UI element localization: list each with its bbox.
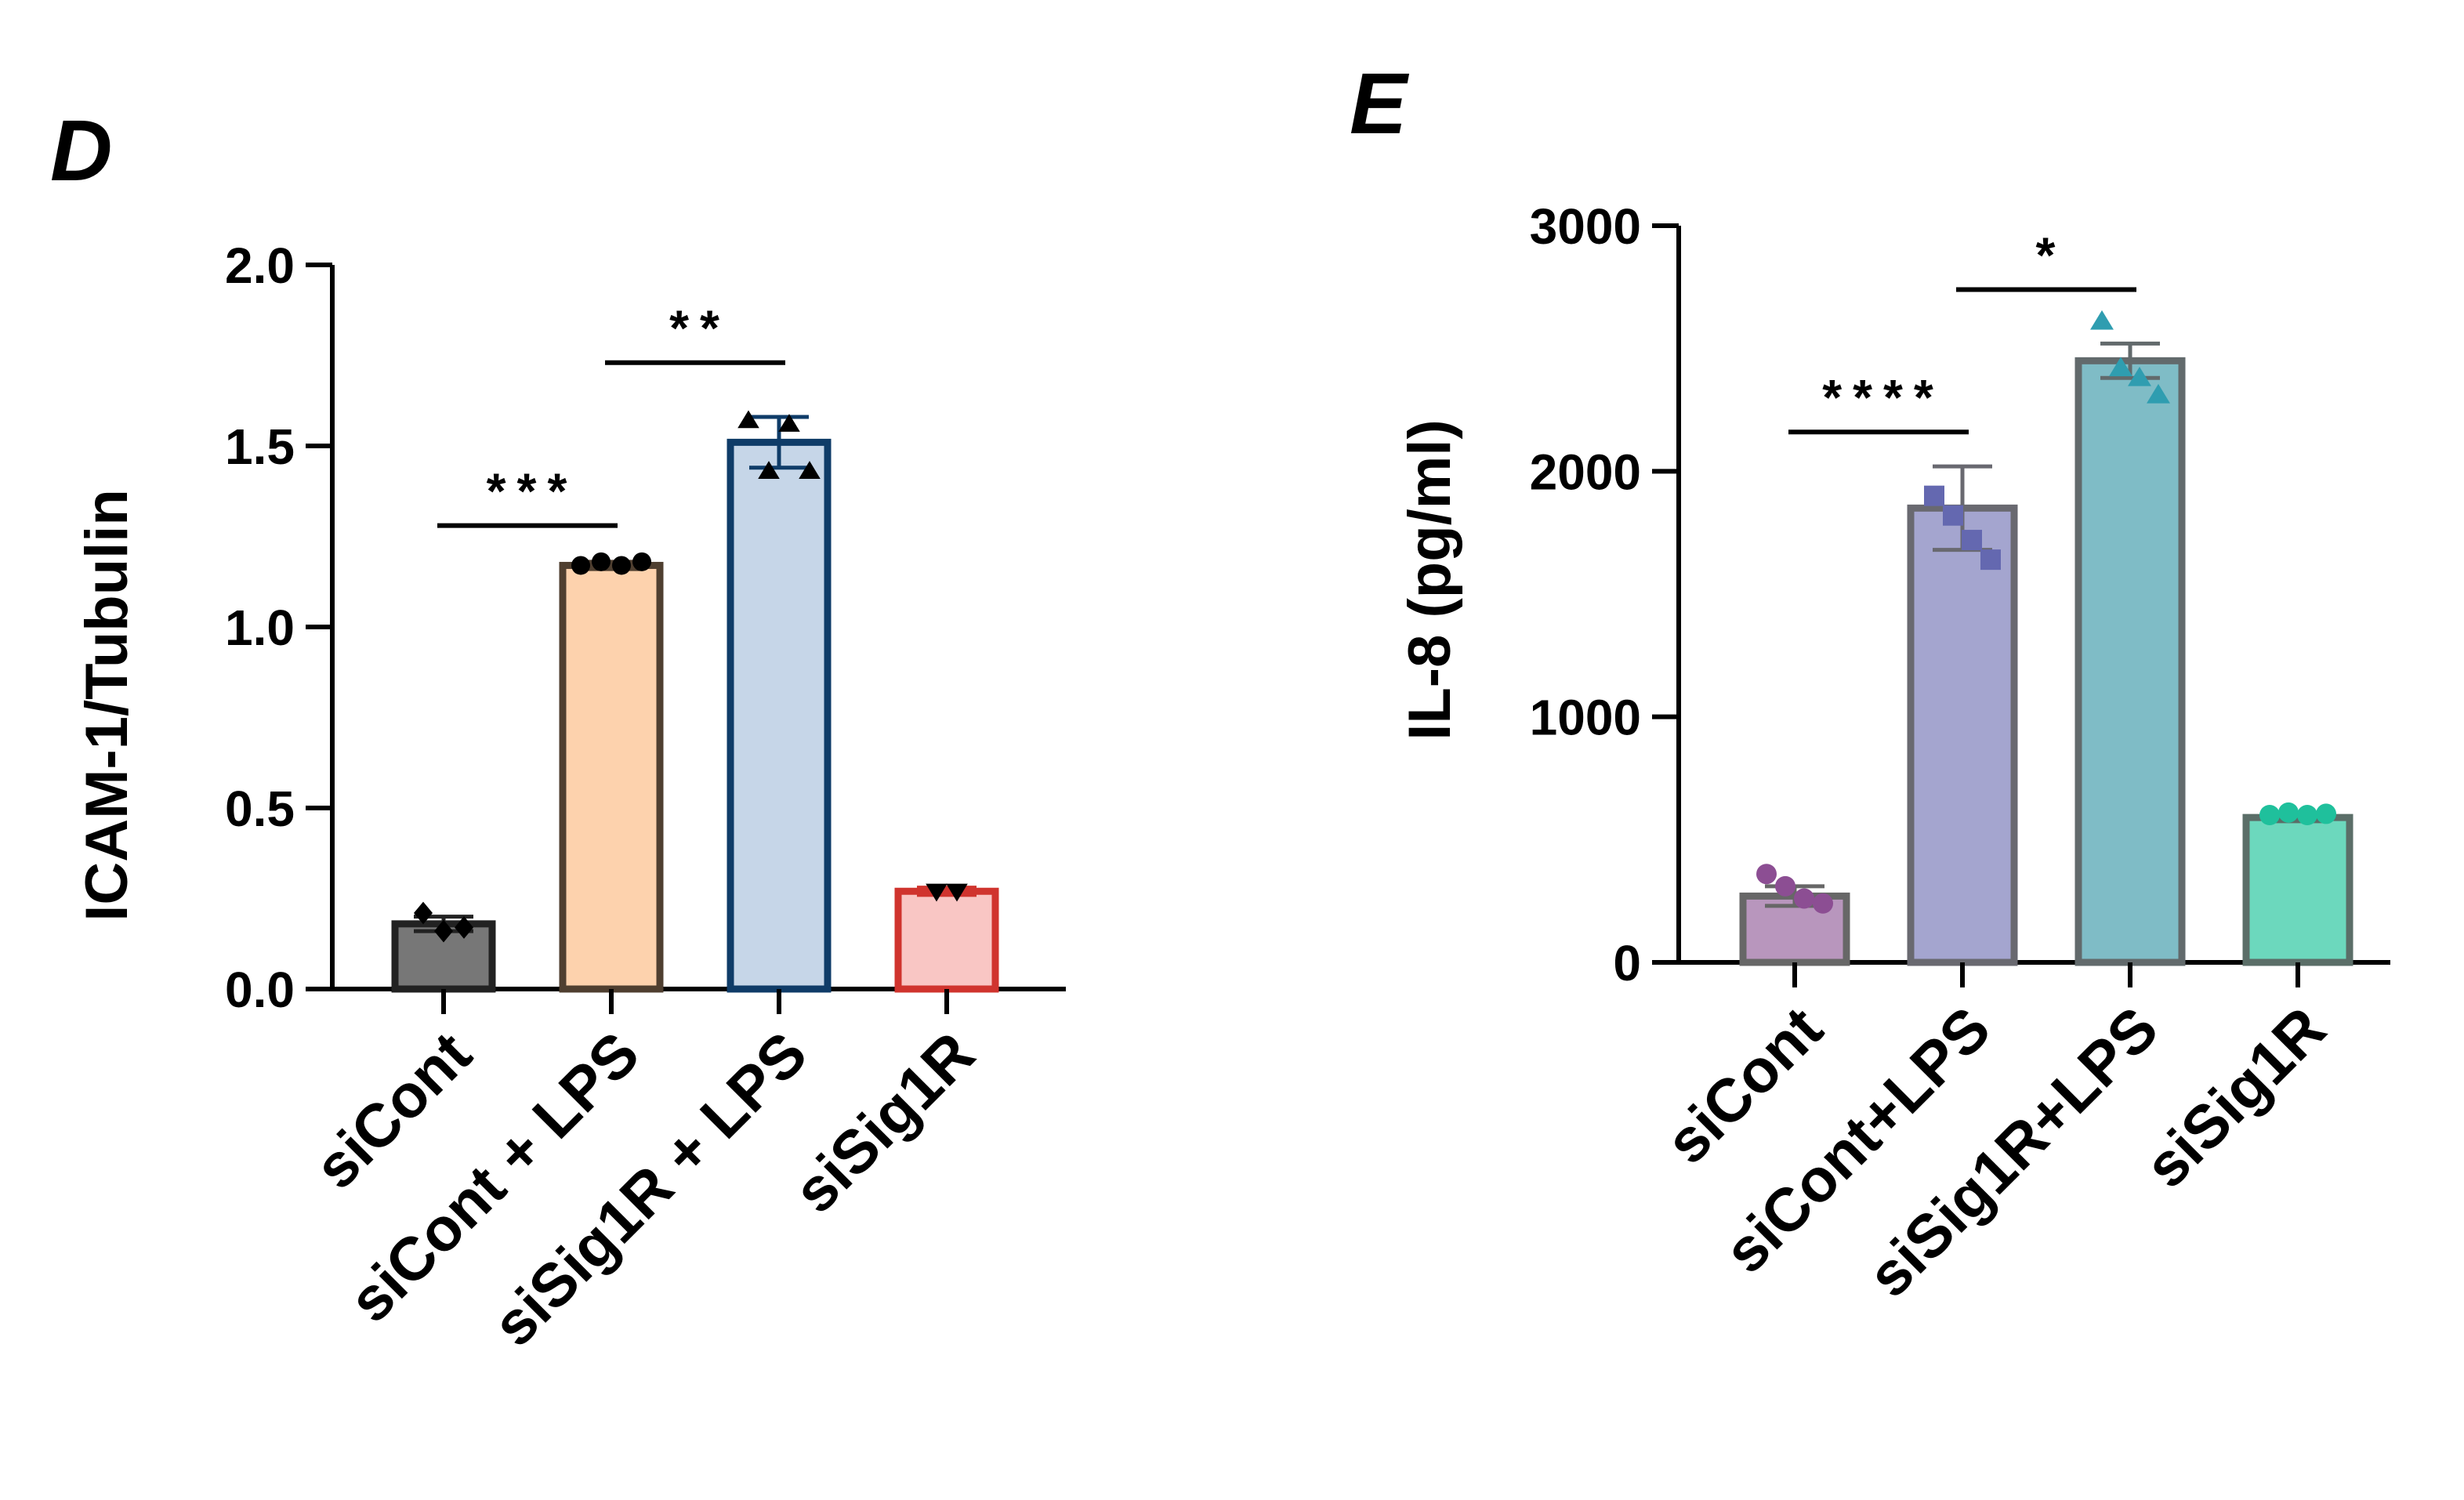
panel-e-data-point	[2259, 805, 2280, 825]
panel-d-data-point	[758, 461, 780, 479]
panel-e-data-point	[2316, 803, 2336, 824]
panel-e-y-tick-label: 3000	[1530, 198, 1641, 255]
panel-e-data-point	[2128, 366, 2151, 386]
panel-d-data-point	[632, 552, 651, 571]
panel-d-significance-label: ***	[487, 463, 578, 520]
panel-e-significance-label: ****	[1822, 369, 1944, 426]
panel-d-data-point	[455, 916, 473, 939]
panel-d-data-point	[946, 883, 968, 902]
panel-d-data-point	[434, 919, 453, 943]
panel-d-bar	[727, 438, 832, 993]
panel-e-data-point	[1813, 893, 1833, 914]
panel-d-significance-label: **	[669, 300, 730, 357]
panel-d-category-label: siCont + LPS	[335, 1019, 652, 1335]
panel-e-letter: E	[1350, 56, 1410, 152]
panel-d-y-tick-label: 1.0	[225, 600, 295, 656]
panel-d-bar	[894, 887, 999, 993]
panel-e-bar	[2242, 813, 2353, 966]
panel-d-data-point	[778, 414, 800, 432]
panel-e-y-tick-label: 0	[1613, 935, 1641, 991]
panel-e-data-point	[1943, 505, 1963, 526]
panel-e-data-point	[1775, 875, 1795, 897]
panel-e-y-axis-title: IL-8 (pg/ml)	[1397, 419, 1463, 741]
panel-d-y-axis-title: ICAM-1/Tubulin	[74, 489, 140, 922]
panel-d-data-point	[799, 461, 821, 479]
panel-d-data-point	[592, 552, 611, 571]
panel-d-chart: D ICAM-1/Tubulin 0.00.51.01.52.0siContsi…	[50, 103, 1066, 1359]
panel-e-data-point	[2109, 357, 2132, 377]
panel-e-category-label: siSig1R	[2131, 994, 2339, 1201]
panel-d-y-tick-label: 1.5	[225, 418, 295, 475]
panel-e-data-point	[2278, 802, 2299, 823]
panel-d-category-label: siSig1R	[780, 1019, 987, 1226]
panel-d-data-point	[571, 556, 590, 575]
panel-d-y-tick-label: 0.5	[225, 781, 295, 837]
panel-e-data-point	[1794, 888, 1814, 909]
panel-e-category-label: siSig1R+LPS	[1854, 994, 2171, 1310]
panel-d-data-point	[414, 901, 433, 925]
panel-e-bar	[1907, 504, 2018, 966]
panel-e-y-tick-label: 1000	[1530, 690, 1641, 746]
panel-d-data-point	[612, 556, 631, 575]
panel-d-data-point	[926, 883, 948, 902]
panel-e-bar	[2074, 357, 2186, 966]
panel-d-bar	[559, 561, 664, 993]
panel-e-data-point	[1980, 549, 2001, 571]
panel-e-significance-label: *	[2036, 226, 2067, 283]
panel-e-data-point	[1962, 530, 1982, 551]
panel-e-y-tick-label: 2000	[1530, 444, 1641, 500]
panel-d-y-tick-label: 2.0	[225, 237, 295, 294]
panel-d-y-tick-label: 0.0	[225, 962, 295, 1018]
panel-e-data-point	[1924, 485, 1944, 506]
panel-e-marks: 0100020003000siContsiCont+LPSsiSig1R+LPS…	[1530, 198, 2390, 1310]
panel-d-letter: D	[50, 103, 112, 199]
panel-e-data-point	[1756, 864, 1777, 885]
panel-e-chart: E IL-8 (pg/ml) 0100020003000siContsiCont…	[1350, 56, 2390, 1310]
panel-e-data-point	[2147, 383, 2170, 404]
panel-d-data-point	[737, 410, 759, 429]
panel-e-data-point	[2297, 805, 2317, 825]
panel-e-data-point	[2090, 310, 2114, 330]
